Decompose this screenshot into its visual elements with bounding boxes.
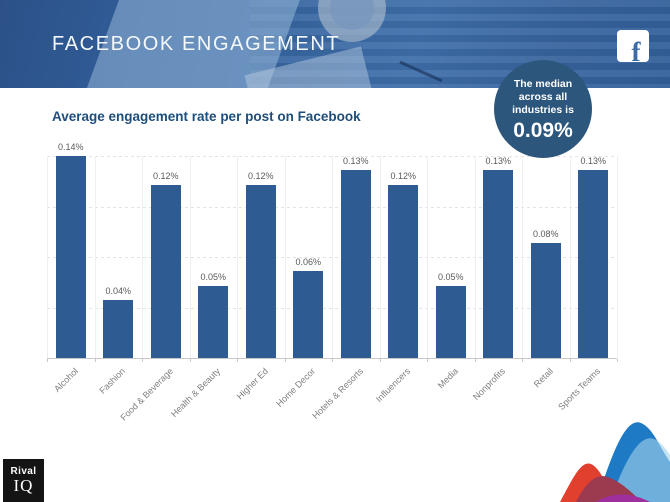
bar-fashion — [103, 300, 134, 358]
wave-purple — [596, 494, 650, 502]
bar-value-label: 0.05% — [437, 271, 464, 282]
bar-media — [435, 285, 466, 358]
vertical-gridline — [332, 156, 333, 358]
vertical-gridline — [427, 156, 428, 358]
category-label: Alcohol — [51, 366, 80, 394]
category-label: Fashion — [97, 366, 128, 396]
bar-retail — [530, 242, 561, 358]
axis-tick — [47, 359, 48, 362]
category-label: Health & Beauty — [169, 366, 223, 420]
wave-lightblue — [610, 438, 670, 502]
vertical-gridline — [142, 156, 143, 358]
axis-tick — [475, 359, 476, 362]
logo-text-iq: IQ — [13, 476, 34, 495]
badge-median-value: 0.09% — [513, 119, 573, 142]
brand-waves-graphic — [560, 422, 670, 502]
badge-text-line: industries is — [512, 104, 574, 116]
badge-text-line: The median — [513, 78, 573, 90]
bar-higher-ed — [245, 184, 276, 358]
rivaliq-logo: Rival IQ — [3, 459, 44, 502]
bar-sports-teams — [578, 170, 609, 358]
bar-value-label: 0.05% — [200, 271, 227, 282]
vertical-gridline — [285, 156, 286, 358]
bar-value-label: 0.12% — [152, 170, 179, 181]
category-label: Nonprofits — [471, 366, 508, 403]
vertical-gridline — [237, 156, 238, 358]
bar-nonprofits — [483, 170, 514, 358]
bar-value-label: 0.13% — [342, 156, 369, 167]
axis-tick — [332, 359, 333, 362]
axis-tick — [142, 359, 143, 362]
category-label: Higher Ed — [234, 366, 270, 402]
bar-chart-plot-area: 0.14% Alcohol 0.04% Fashion 0.12% Food & Beve… — [47, 142, 618, 423]
bar-value-label: 0.06% — [295, 257, 322, 268]
logo-text-rival: Rival — [10, 466, 37, 477]
axis-tick — [617, 359, 618, 362]
bar-hotels-resorts — [340, 170, 371, 358]
bar-value-label: 0.12% — [390, 170, 417, 181]
axis-tick — [570, 359, 571, 362]
bar-value-label: 0.13% — [485, 156, 512, 167]
category-label: Food & Beverage — [118, 366, 175, 423]
chart-title: Average engagement rate per post on Face… — [52, 109, 361, 124]
x-axis-line — [47, 358, 617, 359]
axis-tick — [427, 359, 428, 362]
category-label: Hotels & Resorts — [309, 366, 365, 421]
axis-tick — [380, 359, 381, 362]
vertical-gridline — [570, 156, 571, 358]
vertical-gridline — [522, 156, 523, 358]
bar-influencers — [388, 184, 419, 358]
vertical-gridline — [190, 156, 191, 358]
bar-value-label: 0.13% — [580, 156, 607, 167]
median-badge: The median across all industries is 0.09… — [494, 60, 592, 158]
bar-value-label: 0.04% — [105, 286, 132, 297]
bar-home-decor — [293, 271, 324, 358]
axis-tick — [522, 359, 523, 362]
axis-tick — [95, 359, 96, 362]
bar-health-beauty — [198, 285, 229, 358]
badge-text-line: across all — [518, 91, 568, 103]
vertical-gridline — [47, 156, 48, 358]
category-label: Influencers — [374, 366, 413, 405]
page-title: FACEBOOK ENGAGEMENT — [52, 33, 341, 55]
bar-value-label: 0.14% — [57, 142, 84, 152]
facebook-icon: f — [617, 30, 649, 62]
bar-food-beverage — [150, 184, 181, 358]
vertical-gridline — [617, 156, 618, 358]
bar-value-label: 0.08% — [532, 228, 559, 239]
vertical-gridline — [380, 156, 381, 358]
vertical-gridline — [475, 156, 476, 358]
category-label: Media — [435, 366, 460, 391]
axis-tick — [237, 359, 238, 362]
axis-tick — [190, 359, 191, 362]
header-banner: FACEBOOK ENGAGEMENT f — [0, 0, 670, 88]
coffee-cup-inner — [330, 0, 374, 30]
bar-value-label: 0.12% — [247, 170, 274, 181]
bar-alcohol — [55, 156, 86, 358]
axis-tick — [285, 359, 286, 362]
vertical-gridline — [95, 156, 96, 358]
category-label: Home Decor — [274, 366, 318, 409]
